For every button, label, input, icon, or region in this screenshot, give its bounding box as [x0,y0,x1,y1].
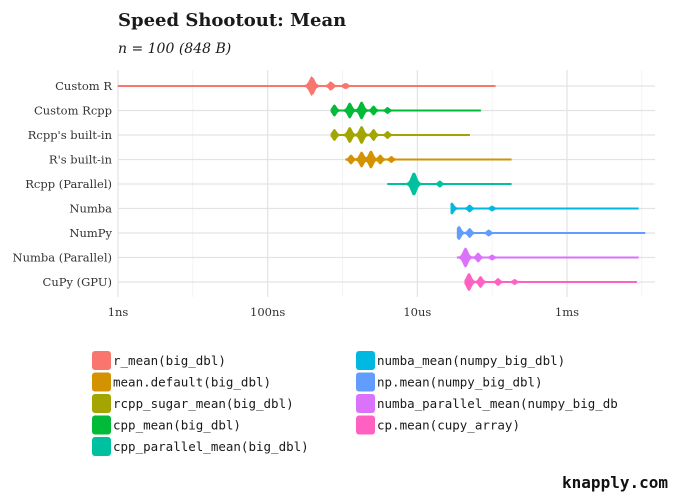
legend-label: rcpp_sugar_mean(big_dbl) [113,396,294,411]
legend-swatch [92,394,111,413]
legend-label: cpp_mean(big_dbl) [113,418,241,433]
legend-swatch [356,372,375,392]
violin-marks [117,76,646,292]
y-tick-label: NumPy [69,226,112,240]
legend-swatch [92,351,111,370]
violin-numba [450,202,639,215]
brand-watermark: knapply.com [562,473,668,492]
legend-swatch [356,415,375,435]
x-tick-label: 100ns [250,305,285,319]
y-tick-label: Custom Rcpp [34,104,112,118]
violin-cupy-gpu- [464,272,637,292]
violin-rcpp-s-built-in [330,126,470,144]
legend-label: numba_parallel_mean(numpy_big_db [377,396,618,411]
violin-custom-rcpp [330,101,481,120]
chart-subtitle: n = 100 (848 B) [118,41,231,57]
violin-numpy [456,226,646,240]
y-tick-label: Numba [69,202,112,216]
x-tick-label: 1ns [108,305,129,319]
legend: r_mean(big_dbl) mean.default(big_dbl)rcpp… [92,351,618,456]
y-tick-label: R's built-in [49,153,113,167]
legend-label: mean.default(big_dbl) [113,375,271,390]
y-tick-label: CuPy (GPU) [43,275,112,289]
grid-lines [117,70,655,297]
legend-swatch [356,394,375,413]
x-tick-label: 10us [403,305,431,319]
x-axis-labels: 1ns 100ns 10us 1ms [108,305,579,319]
violin-numba-parallel- [456,247,639,268]
chart-title: Speed Shootout: Mean [118,10,346,31]
x-tick-label: 1ms [555,305,579,319]
legend-label: np.mean(numpy_big_dbl) [377,375,543,390]
legend-swatch [356,351,375,370]
legend-label: r_mean(big_dbl) [113,353,226,368]
legend-label: numba_mean(numpy_big_dbl) [377,353,565,368]
legend-swatch [92,437,111,456]
violin-rcpp-parallel- [387,172,512,196]
violin-r-s-built-in [345,150,512,169]
legend-label: cpp_parallel_mean(big_dbl) [113,439,309,454]
y-tick-label: Numba (Parallel) [13,251,113,265]
legend-label: cp.mean(cupy_array) [377,418,520,433]
y-tick-label: Rcpp (Parallel) [25,177,112,191]
legend-swatch [92,415,111,435]
violin-custom-r [117,76,496,96]
y-tick-label: Rcpp's built-in [28,128,113,142]
y-axis-labels: Custom R Custom Rcpp Rcpp's built-in R's bu… [13,79,113,289]
y-tick-label: Custom R [55,79,112,93]
legend-swatch [92,372,111,392]
